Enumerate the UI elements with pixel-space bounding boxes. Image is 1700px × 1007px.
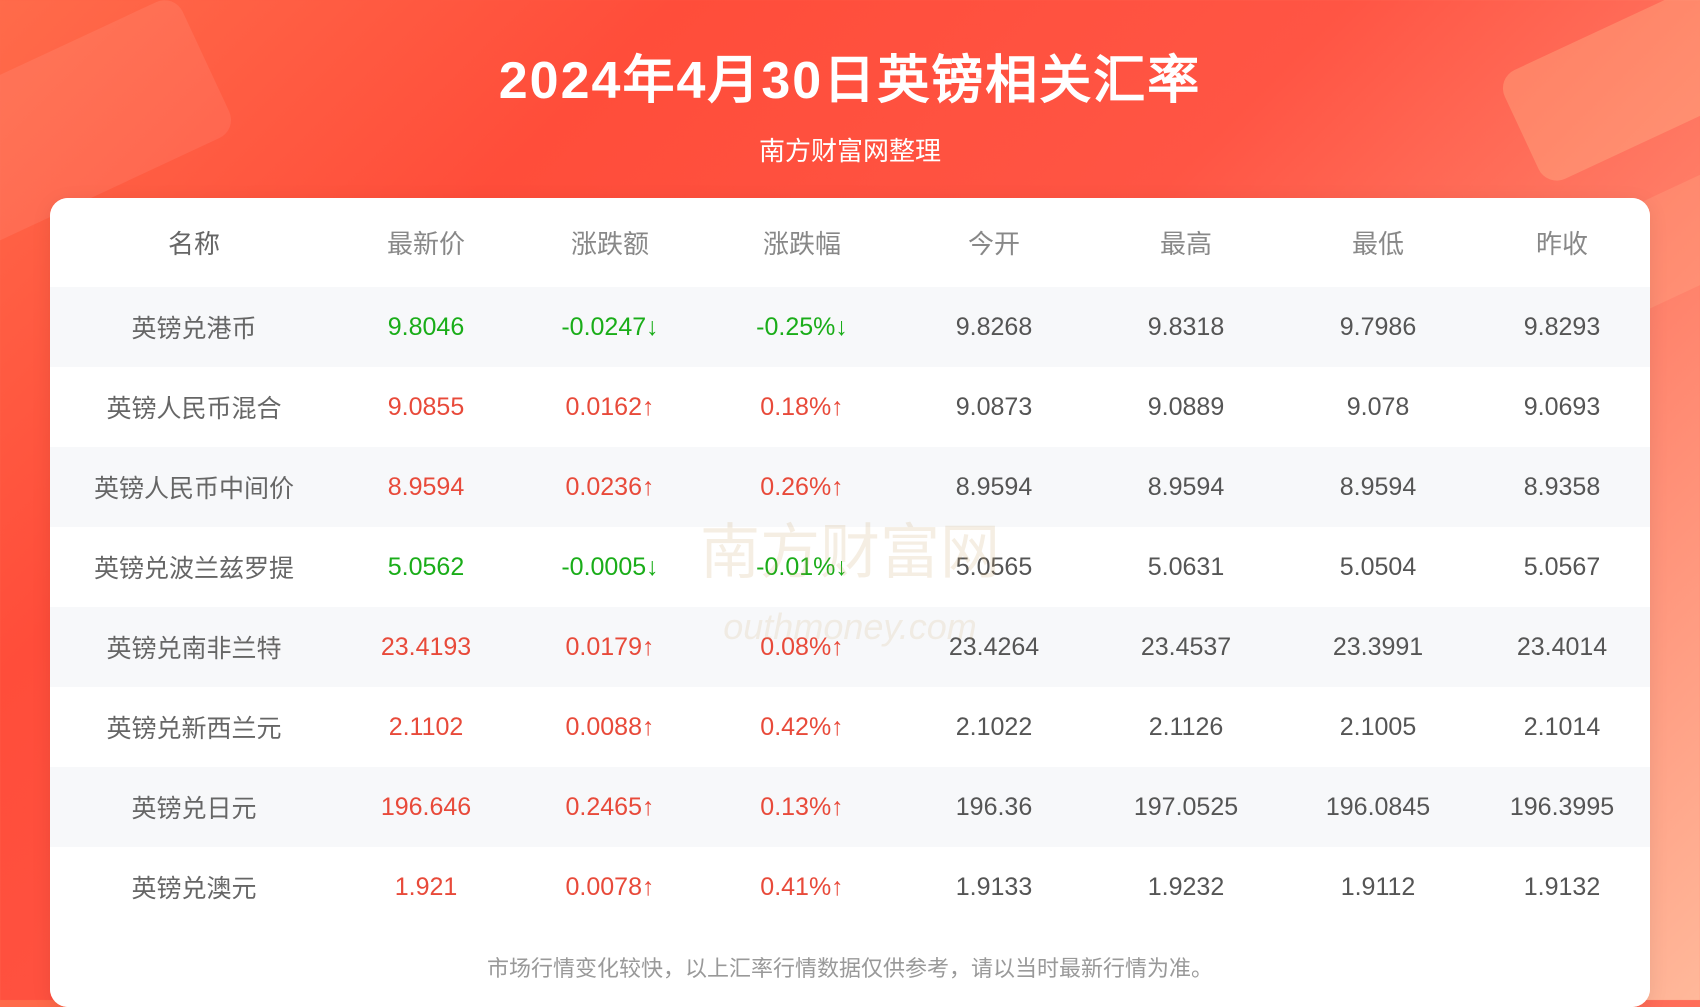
cell-price: 1.921 — [338, 847, 514, 927]
cell-price: 8.9594 — [338, 447, 514, 527]
cell-low: 9.078 — [1282, 367, 1474, 447]
cell-change: 0.0162↑ — [514, 367, 706, 447]
cell-name: 英镑兑南非兰特 — [50, 607, 338, 687]
cell-high: 9.8318 — [1090, 287, 1282, 367]
cell-high: 23.4537 — [1090, 607, 1282, 687]
cell-prev: 9.0693 — [1474, 367, 1650, 447]
cell-open: 1.9133 — [898, 847, 1090, 927]
page-subtitle: 南方财富网整理 — [0, 131, 1700, 168]
cell-prev: 23.4014 — [1474, 607, 1650, 687]
cell-low: 9.7986 — [1282, 287, 1474, 367]
cell-low: 8.9594 — [1282, 447, 1474, 527]
cell-pct: 0.08%↑ — [706, 607, 898, 687]
cell-prev: 2.1014 — [1474, 687, 1650, 767]
cell-name: 英镑兑新西兰元 — [50, 687, 338, 767]
cell-open: 5.0565 — [898, 527, 1090, 607]
cell-open: 196.36 — [898, 767, 1090, 847]
cell-pct: 0.18%↑ — [706, 367, 898, 447]
cell-name: 英镑人民币中间价 — [50, 447, 338, 527]
cell-open: 2.1022 — [898, 687, 1090, 767]
page-title: 2024年4月30日英镑相关汇率 — [0, 38, 1700, 113]
cell-price: 23.4193 — [338, 607, 514, 687]
table-header-row: 名称 最新价 涨跌额 涨跌幅 今开 最高 最低 昨收 — [50, 198, 1650, 287]
cell-low: 23.3991 — [1282, 607, 1474, 687]
cell-prev: 9.8293 — [1474, 287, 1650, 367]
cell-pct: 0.41%↑ — [706, 847, 898, 927]
cell-high: 1.9232 — [1090, 847, 1282, 927]
cell-change: 0.0179↑ — [514, 607, 706, 687]
cell-name: 英镑兑波兰兹罗提 — [50, 527, 338, 607]
cell-price: 2.1102 — [338, 687, 514, 767]
col-header-low: 最低 — [1282, 198, 1474, 287]
rates-table-container: 南方财富网 outhmoney.com 名称 最新价 涨跌额 涨跌幅 今开 最高… — [50, 198, 1650, 1007]
cell-high: 197.0525 — [1090, 767, 1282, 847]
cell-open: 9.0873 — [898, 367, 1090, 447]
rates-table: 名称 最新价 涨跌额 涨跌幅 今开 最高 最低 昨收 英镑兑港币 9.8046 … — [50, 198, 1650, 927]
table-row: 英镑兑波兰兹罗提 5.0562 -0.0005↓ -0.01%↓ 5.0565 … — [50, 527, 1650, 607]
cell-prev: 5.0567 — [1474, 527, 1650, 607]
cell-name: 英镑兑澳元 — [50, 847, 338, 927]
cell-change: -0.0247↓ — [514, 287, 706, 367]
cell-price: 9.0855 — [338, 367, 514, 447]
cell-high: 9.0889 — [1090, 367, 1282, 447]
col-header-name: 名称 — [50, 198, 338, 287]
cell-open: 23.4264 — [898, 607, 1090, 687]
cell-change: 0.0236↑ — [514, 447, 706, 527]
cell-open: 8.9594 — [898, 447, 1090, 527]
cell-name: 英镑兑日元 — [50, 767, 338, 847]
table-row: 英镑兑澳元 1.921 0.0078↑ 0.41%↑ 1.9133 1.9232… — [50, 847, 1650, 927]
cell-change: -0.0005↓ — [514, 527, 706, 607]
col-header-prev: 昨收 — [1474, 198, 1650, 287]
col-header-high: 最高 — [1090, 198, 1282, 287]
col-header-change: 涨跌额 — [514, 198, 706, 287]
cell-pct: -0.01%↓ — [706, 527, 898, 607]
table-row: 英镑兑港币 9.8046 -0.0247↓ -0.25%↓ 9.8268 9.8… — [50, 287, 1650, 367]
cell-price: 5.0562 — [338, 527, 514, 607]
table-row: 英镑人民币混合 9.0855 0.0162↑ 0.18%↑ 9.0873 9.0… — [50, 367, 1650, 447]
table-row: 英镑兑南非兰特 23.4193 0.0179↑ 0.08%↑ 23.4264 2… — [50, 607, 1650, 687]
header: 2024年4月30日英镑相关汇率 南方财富网整理 — [0, 0, 1700, 168]
cell-pct: 0.26%↑ — [706, 447, 898, 527]
cell-low: 5.0504 — [1282, 527, 1474, 607]
disclaimer: 市场行情变化较快，以上汇率行情数据仅供参考，请以当时最新行情为准。 — [50, 927, 1650, 1007]
cell-pct: -0.25%↓ — [706, 287, 898, 367]
cell-high: 8.9594 — [1090, 447, 1282, 527]
cell-prev: 8.9358 — [1474, 447, 1650, 527]
cell-high: 2.1126 — [1090, 687, 1282, 767]
col-header-pct: 涨跌幅 — [706, 198, 898, 287]
cell-low: 2.1005 — [1282, 687, 1474, 767]
table-row: 英镑兑日元 196.646 0.2465↑ 0.13%↑ 196.36 197.… — [50, 767, 1650, 847]
cell-low: 1.9112 — [1282, 847, 1474, 927]
cell-prev: 1.9132 — [1474, 847, 1650, 927]
cell-price: 9.8046 — [338, 287, 514, 367]
cell-open: 9.8268 — [898, 287, 1090, 367]
table-row: 英镑兑新西兰元 2.1102 0.0088↑ 0.42%↑ 2.1022 2.1… — [50, 687, 1650, 767]
cell-change: 0.0088↑ — [514, 687, 706, 767]
cell-price: 196.646 — [338, 767, 514, 847]
cell-pct: 0.13%↑ — [706, 767, 898, 847]
cell-change: 0.2465↑ — [514, 767, 706, 847]
col-header-price: 最新价 — [338, 198, 514, 287]
table-row: 英镑人民币中间价 8.9594 0.0236↑ 0.26%↑ 8.9594 8.… — [50, 447, 1650, 527]
cell-name: 英镑兑港币 — [50, 287, 338, 367]
cell-pct: 0.42%↑ — [706, 687, 898, 767]
cell-name: 英镑人民币混合 — [50, 367, 338, 447]
cell-high: 5.0631 — [1090, 527, 1282, 607]
cell-prev: 196.3995 — [1474, 767, 1650, 847]
col-header-open: 今开 — [898, 198, 1090, 287]
cell-change: 0.0078↑ — [514, 847, 706, 927]
cell-low: 196.0845 — [1282, 767, 1474, 847]
